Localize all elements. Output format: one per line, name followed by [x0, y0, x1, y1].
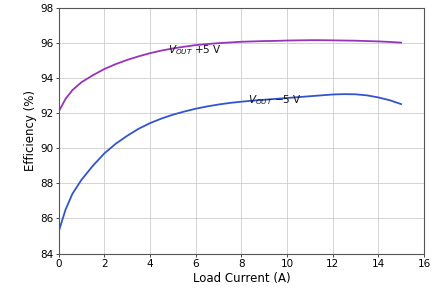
- X-axis label: Load Current (A): Load Current (A): [192, 272, 289, 285]
- Text: $V_{OUT}$ −5 V: $V_{OUT}$ −5 V: [248, 94, 301, 107]
- Y-axis label: Efficiency (%): Efficiency (%): [24, 90, 37, 171]
- Text: $V_{OUT}$ +5 V: $V_{OUT}$ +5 V: [168, 43, 222, 57]
